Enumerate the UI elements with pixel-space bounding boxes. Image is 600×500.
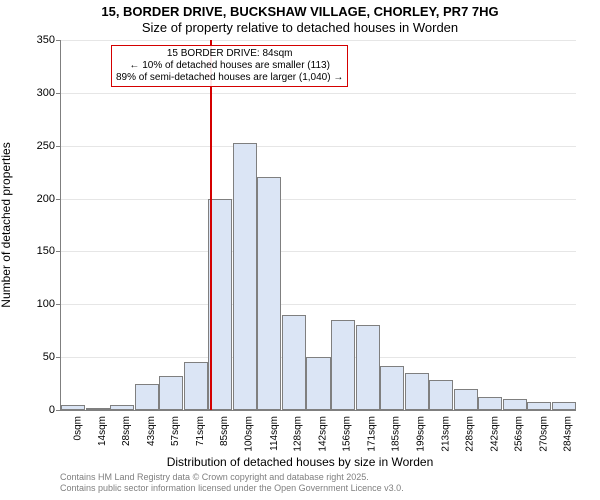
ytick-mark	[56, 410, 61, 411]
histogram-bar	[552, 402, 576, 410]
ytick-label: 200	[15, 193, 55, 205]
ytick-label: 250	[15, 140, 55, 152]
annotation-box: 15 BORDER DRIVE: 84sqm← 10% of detached …	[111, 45, 348, 87]
xtick-label: 228sqm	[465, 416, 476, 452]
ytick-mark	[56, 40, 61, 41]
histogram-bar	[184, 362, 208, 410]
xtick-label: 156sqm	[342, 416, 353, 452]
gridline	[61, 304, 576, 305]
gridline	[61, 93, 576, 94]
xtick-label: 128sqm	[293, 416, 304, 452]
ytick-label: 300	[15, 87, 55, 99]
gridline	[61, 251, 576, 252]
gridline	[61, 40, 576, 41]
xtick-label: 14sqm	[97, 416, 108, 446]
ytick-label: 150	[15, 245, 55, 257]
histogram-bar	[282, 315, 306, 410]
annotation-line1: 15 BORDER DRIVE: 84sqm	[116, 48, 343, 60]
ytick-mark	[56, 251, 61, 252]
plot-area	[60, 40, 576, 411]
ytick-label: 100	[15, 298, 55, 310]
histogram-bar	[135, 384, 159, 410]
chart-title-line1: 15, BORDER DRIVE, BUCKSHAW VILLAGE, CHOR…	[0, 4, 600, 19]
annotation-line3: 89% of semi-detached houses are larger (…	[116, 72, 343, 84]
ytick-mark	[56, 93, 61, 94]
histogram-bar	[233, 143, 257, 410]
histogram-bar	[380, 366, 404, 410]
histogram-bar	[454, 389, 478, 410]
histogram-bar	[331, 320, 355, 410]
histogram-bar	[405, 373, 429, 410]
x-axis-label: Distribution of detached houses by size …	[0, 455, 600, 469]
annotation-line2: ← 10% of detached houses are smaller (11…	[116, 60, 343, 72]
ytick-mark	[56, 357, 61, 358]
xtick-label: 199sqm	[416, 416, 427, 452]
gridline	[61, 146, 576, 147]
property-size-marker-line	[210, 40, 212, 410]
ytick-label: 50	[15, 351, 55, 363]
xtick-label: 213sqm	[440, 416, 451, 452]
chart-title-line2: Size of property relative to detached ho…	[0, 20, 600, 35]
ytick-mark	[56, 146, 61, 147]
xtick-label: 242sqm	[489, 416, 500, 452]
xtick-label: 270sqm	[538, 416, 549, 452]
footer-attribution: Contains HM Land Registry data © Crown c…	[60, 472, 404, 494]
xtick-label: 100sqm	[244, 416, 255, 452]
ytick-label: 350	[15, 34, 55, 46]
histogram-bar	[257, 177, 281, 410]
footer-line2: Contains public sector information licen…	[60, 483, 404, 494]
xtick-label: 256sqm	[514, 416, 525, 452]
ytick-mark	[56, 199, 61, 200]
xtick-label: 43sqm	[146, 416, 157, 446]
histogram-bar	[527, 402, 551, 410]
histogram-bar	[429, 380, 453, 410]
histogram-bar	[61, 405, 85, 410]
xtick-label: 0sqm	[72, 416, 83, 440]
histogram-bar	[478, 397, 502, 410]
xtick-label: 71sqm	[195, 416, 206, 446]
footer-line1: Contains HM Land Registry data © Crown c…	[60, 472, 404, 483]
histogram-bar	[356, 325, 380, 410]
xtick-label: 185sqm	[391, 416, 402, 452]
xtick-label: 142sqm	[318, 416, 329, 452]
histogram-bar	[208, 199, 232, 410]
xtick-label: 114sqm	[268, 416, 279, 451]
ytick-mark	[56, 304, 61, 305]
histogram-bar	[306, 357, 330, 410]
xtick-label: 85sqm	[219, 416, 230, 446]
histogram-bar	[503, 399, 527, 410]
histogram-bar	[86, 408, 110, 410]
histogram-bar	[110, 405, 134, 410]
ytick-label: 0	[15, 404, 55, 416]
xtick-label: 171sqm	[367, 416, 378, 452]
gridline	[61, 199, 576, 200]
xtick-label: 284sqm	[563, 416, 574, 452]
histogram-bar	[159, 376, 183, 410]
xtick-label: 57sqm	[170, 416, 181, 446]
y-axis-label: Number of detached properties	[0, 142, 13, 307]
xtick-label: 28sqm	[121, 416, 132, 446]
